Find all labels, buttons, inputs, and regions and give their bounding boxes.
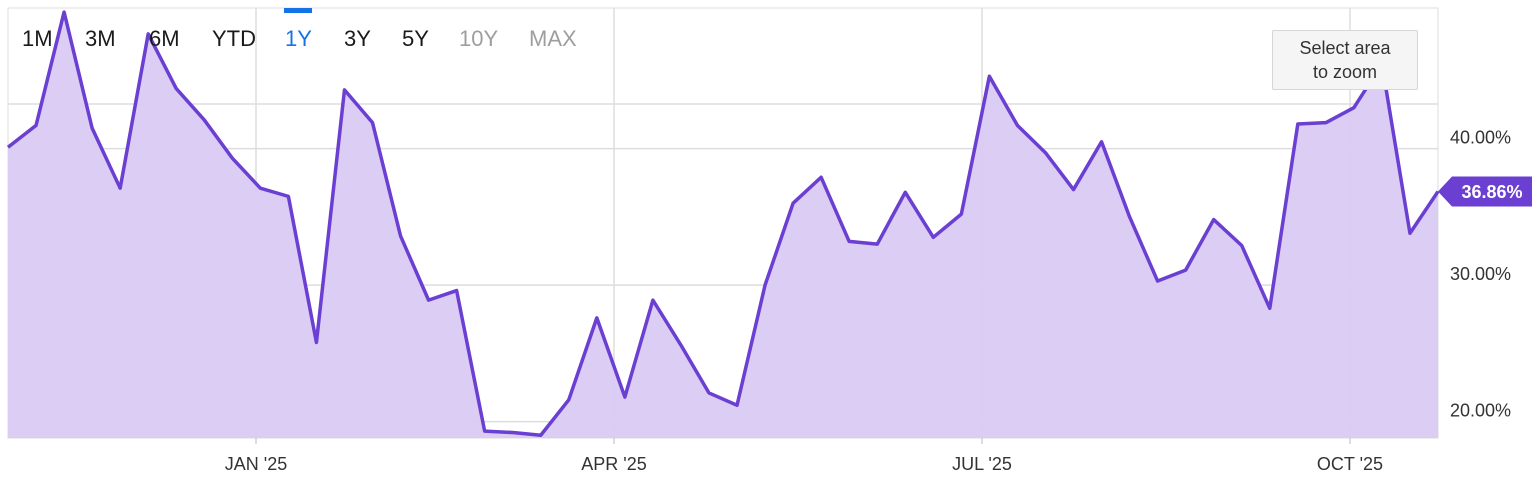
tab-6m[interactable]: 6M [149,26,180,51]
y-tick-label: 20.00% [1450,401,1511,421]
current-value-badge-shape [1438,176,1532,207]
zoom-hint-line1: Select area [1299,38,1391,58]
y-tick-label: 30.00% [1450,264,1511,284]
x-tick-label: OCT '25 [1317,454,1383,474]
y-tick-label: 40.00% [1450,128,1511,148]
x-axis: JAN '25 APR '25 JUL '25 OCT '25 [225,438,1383,474]
tab-ytd[interactable]: YTD [212,26,256,51]
tab-max[interactable]: MAX [529,26,577,51]
series-line [6,10,1440,438]
current-value-badge: 36.86% [1438,176,1532,207]
current-value-label: 36.86% [1461,182,1522,202]
x-tick-label: JUL '25 [952,454,1012,474]
zoom-hint: Select area to zoom [1272,30,1418,90]
tab-5y[interactable]: 5Y [402,26,429,51]
series-area-fill [8,12,1438,438]
tab-1y[interactable]: 1Y [285,26,312,51]
tab-3m[interactable]: 3M [85,26,116,51]
x-tick-label: JAN '25 [225,454,287,474]
y-axis: 20.00% 30.00% 40.00% [1450,128,1511,421]
tab-10y[interactable]: 10Y [459,26,499,51]
active-tab-indicator [284,8,312,13]
zoom-hint-line2: to zoom [1312,62,1378,82]
tab-1m[interactable]: 1M [22,26,53,51]
x-tick-label: APR '25 [581,454,646,474]
tab-3y[interactable]: 3Y [344,26,371,51]
